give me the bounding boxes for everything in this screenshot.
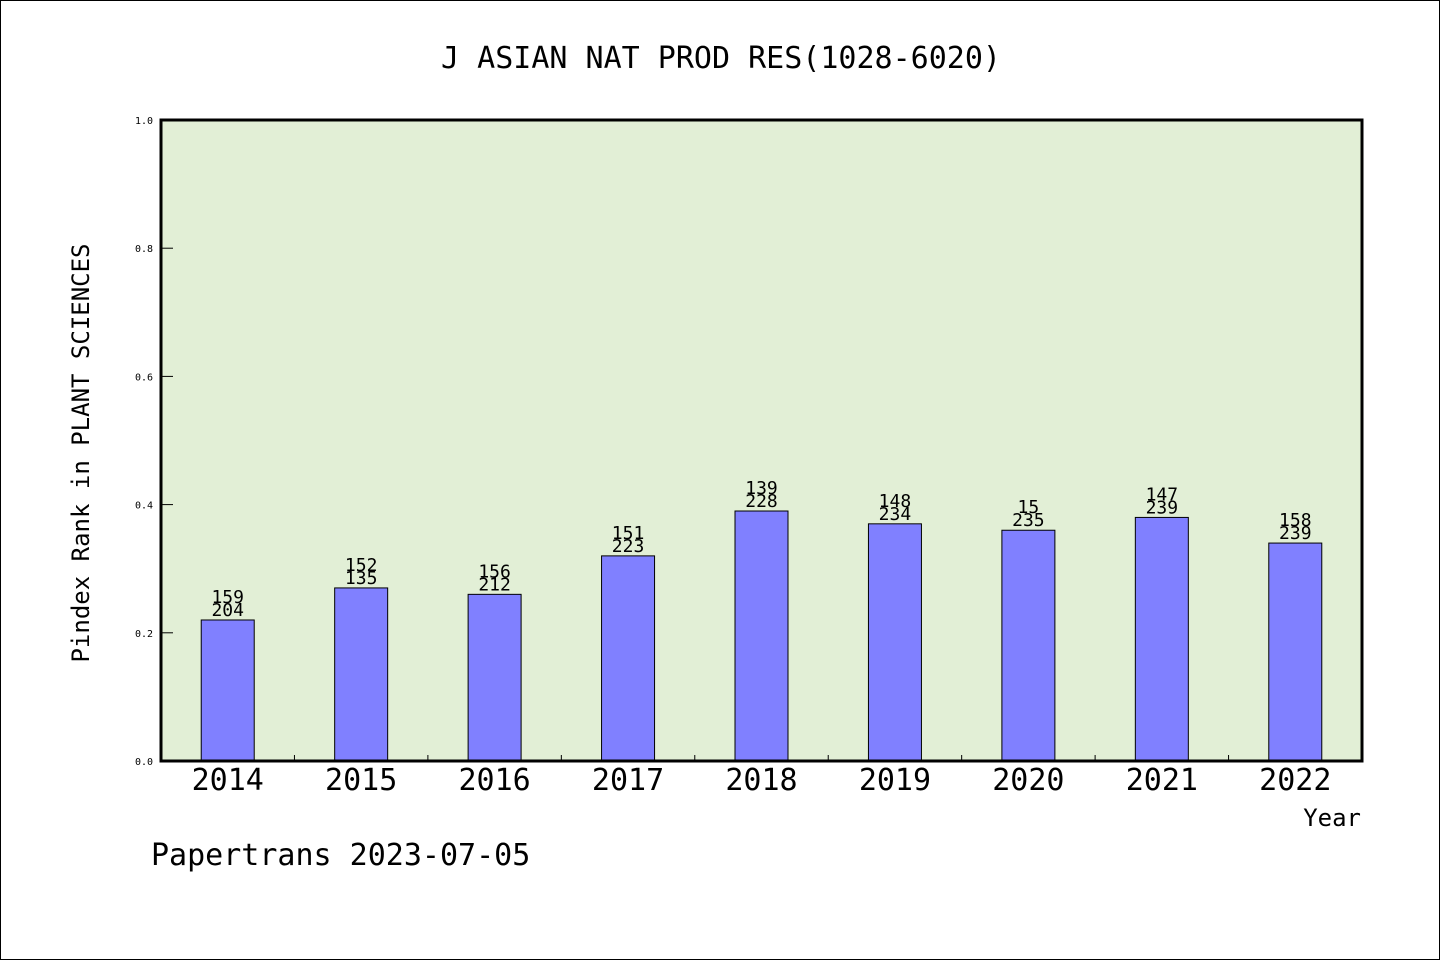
- bar-2019: [867, 523, 922, 762]
- x-tick-label: 2018: [725, 763, 797, 798]
- x-axis-label: Year: [1303, 804, 1361, 832]
- bar-label-bottom: 228: [745, 491, 778, 512]
- x-tick-label: 2017: [592, 763, 664, 798]
- bar-label-bottom: 239: [1146, 497, 1179, 518]
- bar-label-bottom: 234: [879, 504, 912, 525]
- footer-date-stamp: Papertrans 2023-07-05: [151, 838, 530, 873]
- bar-label-top: 159: [211, 587, 244, 608]
- bar-2021: [1134, 516, 1189, 762]
- y-tick-label: 0.0: [135, 757, 153, 768]
- bar-label-bottom: 239: [1279, 523, 1312, 544]
- y-tick-label: 0.8: [135, 244, 153, 255]
- x-tick-label: 2019: [859, 763, 931, 798]
- bar-label-top: 152: [345, 555, 378, 576]
- bar-label-top: 139: [745, 478, 778, 499]
- bar-2017: [601, 555, 656, 762]
- x-axis-ticks: 2014 2015 2016 2017 2018 2019 2020 2021 2022: [192, 755, 1331, 798]
- bar-2015: [334, 587, 389, 762]
- y-tick-label: 0.4: [135, 501, 153, 512]
- x-tick-label: 2014: [192, 763, 264, 798]
- bar-label-top: 147: [1146, 484, 1179, 505]
- bar-label-bottom: 135: [345, 568, 378, 589]
- bar-label-bottom: 204: [211, 600, 244, 621]
- y-tick-label: 0.6: [135, 372, 153, 383]
- bar-2014: [200, 619, 255, 762]
- bar-2022: [1268, 542, 1323, 762]
- bar-label-bottom: 212: [478, 574, 511, 595]
- chart-title: J ASIAN NAT PROD RES(1028-6020): [441, 41, 1001, 76]
- y-axis-label: Pindex Rank in PLANT SCIENCES: [67, 243, 95, 662]
- bar-label-top: 15: [1018, 497, 1040, 518]
- x-tick-label: 2016: [458, 763, 530, 798]
- bar-label-top: 158: [1279, 510, 1312, 531]
- bar-label-bottom: 223: [612, 536, 645, 557]
- bar-label-top: 148: [879, 491, 912, 512]
- bar-series: [200, 510, 1323, 762]
- bar-2016: [467, 593, 522, 762]
- bar-2018: [734, 510, 789, 762]
- bar-label-bottom: 235: [1012, 510, 1045, 531]
- x-tick-label: 2015: [325, 763, 397, 798]
- bar-label-top: 156: [478, 561, 511, 582]
- x-tick-label: 2020: [992, 763, 1064, 798]
- x-tick-label: 2021: [1126, 763, 1198, 798]
- bar-label-top: 151: [612, 523, 645, 544]
- x-tick-label: 2022: [1259, 763, 1331, 798]
- y-tick-label: 0.2: [135, 629, 153, 640]
- y-tick-label: 1.0: [135, 116, 153, 127]
- plot-border: [159, 118, 1364, 763]
- bar-2020: [1001, 529, 1056, 762]
